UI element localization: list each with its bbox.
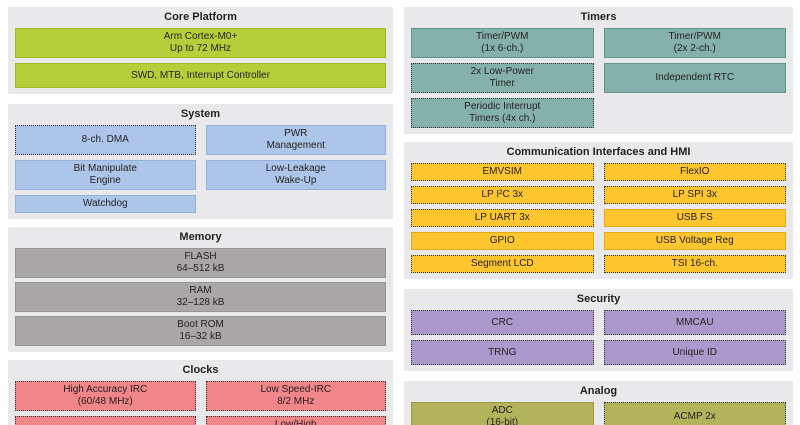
section-title-memory: Memory	[179, 231, 222, 243]
block-crc: CRC	[411, 310, 594, 335]
section-timers: Timers Timer/PWM (1x 6-ch.) Timer/PWM (2…	[404, 7, 793, 134]
block-lp-spi: LP SPI 3x	[603, 186, 786, 204]
block-low-leakage-wake-up: Low-Leakage Wake-Up	[205, 160, 386, 190]
section-title-core-platform: Core Platform	[164, 11, 237, 23]
block-adc: ADC (16-bit)	[411, 402, 594, 425]
block-mmcau: MMCAU	[603, 310, 786, 335]
section-core-platform: Core Platform Arm Cortex-M0+ Up to 72 MH…	[8, 7, 393, 94]
block-emvsim: EMVSIM	[411, 163, 594, 181]
block-usb-fs: USB FS	[603, 209, 786, 227]
section-security: Security CRC MMCAU TRNG Unique ID	[404, 289, 793, 371]
right-column: Timers Timer/PWM (1x 6-ch.) Timer/PWM (2…	[404, 7, 793, 425]
block-acmp: ACMP 2x	[603, 402, 786, 425]
section-analog: Analog ADC (16-bit) ACMP 2x DAC (12-bit)…	[404, 381, 793, 425]
block-low-high-frequency-osc: Low/High Frequency OSC	[205, 416, 386, 425]
section-title-clocks: Clocks	[182, 364, 219, 376]
block-pwr-management: PWR Management	[205, 125, 386, 155]
block-bit-manipulate-engine: Bit Manipulate Engine	[15, 160, 196, 190]
left-column: Core Platform Arm Cortex-M0+ Up to 72 MH…	[8, 7, 393, 425]
block-usb-voltage-reg: USB Voltage Reg	[603, 232, 786, 250]
block-8ch-dma: 8-ch. DMA	[15, 125, 196, 155]
block-timer-pwm-1x6ch: Timer/PWM (1x 6-ch.)	[411, 28, 594, 58]
section-title-analog: Analog	[579, 385, 618, 397]
block-unique-id: Unique ID	[603, 340, 786, 365]
section-title-system: System	[180, 108, 221, 120]
block-pll: PLL	[15, 416, 196, 425]
block-swd-mtb-interrupt-controller: SWD, MTB, Interrupt Controller	[15, 63, 386, 88]
block-flash: FLASH 64–512 kB	[15, 248, 386, 278]
block-low-speed-irc: Low Speed-IRC 8/2 MHz	[205, 381, 386, 411]
section-title-security: Security	[576, 293, 621, 305]
block-lp-uart: LP UART 3x	[411, 209, 594, 227]
section-communication-interfaces-hmi: Communication Interfaces and HMI EMVSIM …	[404, 142, 793, 279]
block-high-accuracy-irc: High Accuracy IRC (60/48 MHz)	[15, 381, 196, 411]
section-memory: Memory FLASH 64–512 kB RAM 32–128 kB Boo…	[8, 227, 393, 352]
section-clocks: Clocks High Accuracy IRC (60/48 MHz) Low…	[8, 360, 393, 425]
block-independent-rtc: Independent RTC	[603, 63, 786, 93]
block-periodic-interrupt-timers: Periodic Interrupt Timers (4x ch.)	[411, 98, 594, 128]
block-ram: RAM 32–128 kB	[15, 282, 386, 312]
block-segment-lcd: Segment LCD	[411, 255, 594, 273]
block-lp-i2c: LP I²C 3x	[411, 186, 594, 204]
section-title-timers: Timers	[580, 11, 617, 23]
block-2x-low-power-timer: 2x Low-Power Timer	[411, 63, 594, 93]
section-system: System 8-ch. DMA PWR Management Bit Mani…	[8, 104, 393, 219]
block-watchdog: Watchdog	[15, 195, 196, 213]
section-title-communication-interfaces-hmi: Communication Interfaces and HMI	[506, 146, 691, 158]
block-flexio: FlexIO	[603, 163, 786, 181]
block-gpio: GPIO	[411, 232, 594, 250]
block-timer-pwm-2x2ch: Timer/PWM (2x 2-ch.)	[603, 28, 786, 58]
block-trng: TRNG	[411, 340, 594, 365]
block-tsi-16ch: TSI 16-ch.	[603, 255, 786, 273]
block-boot-rom: Boot ROM 16–32 kB	[15, 316, 386, 346]
block-arm-cortex-m0plus: Arm Cortex-M0+ Up to 72 MHz	[15, 28, 386, 58]
